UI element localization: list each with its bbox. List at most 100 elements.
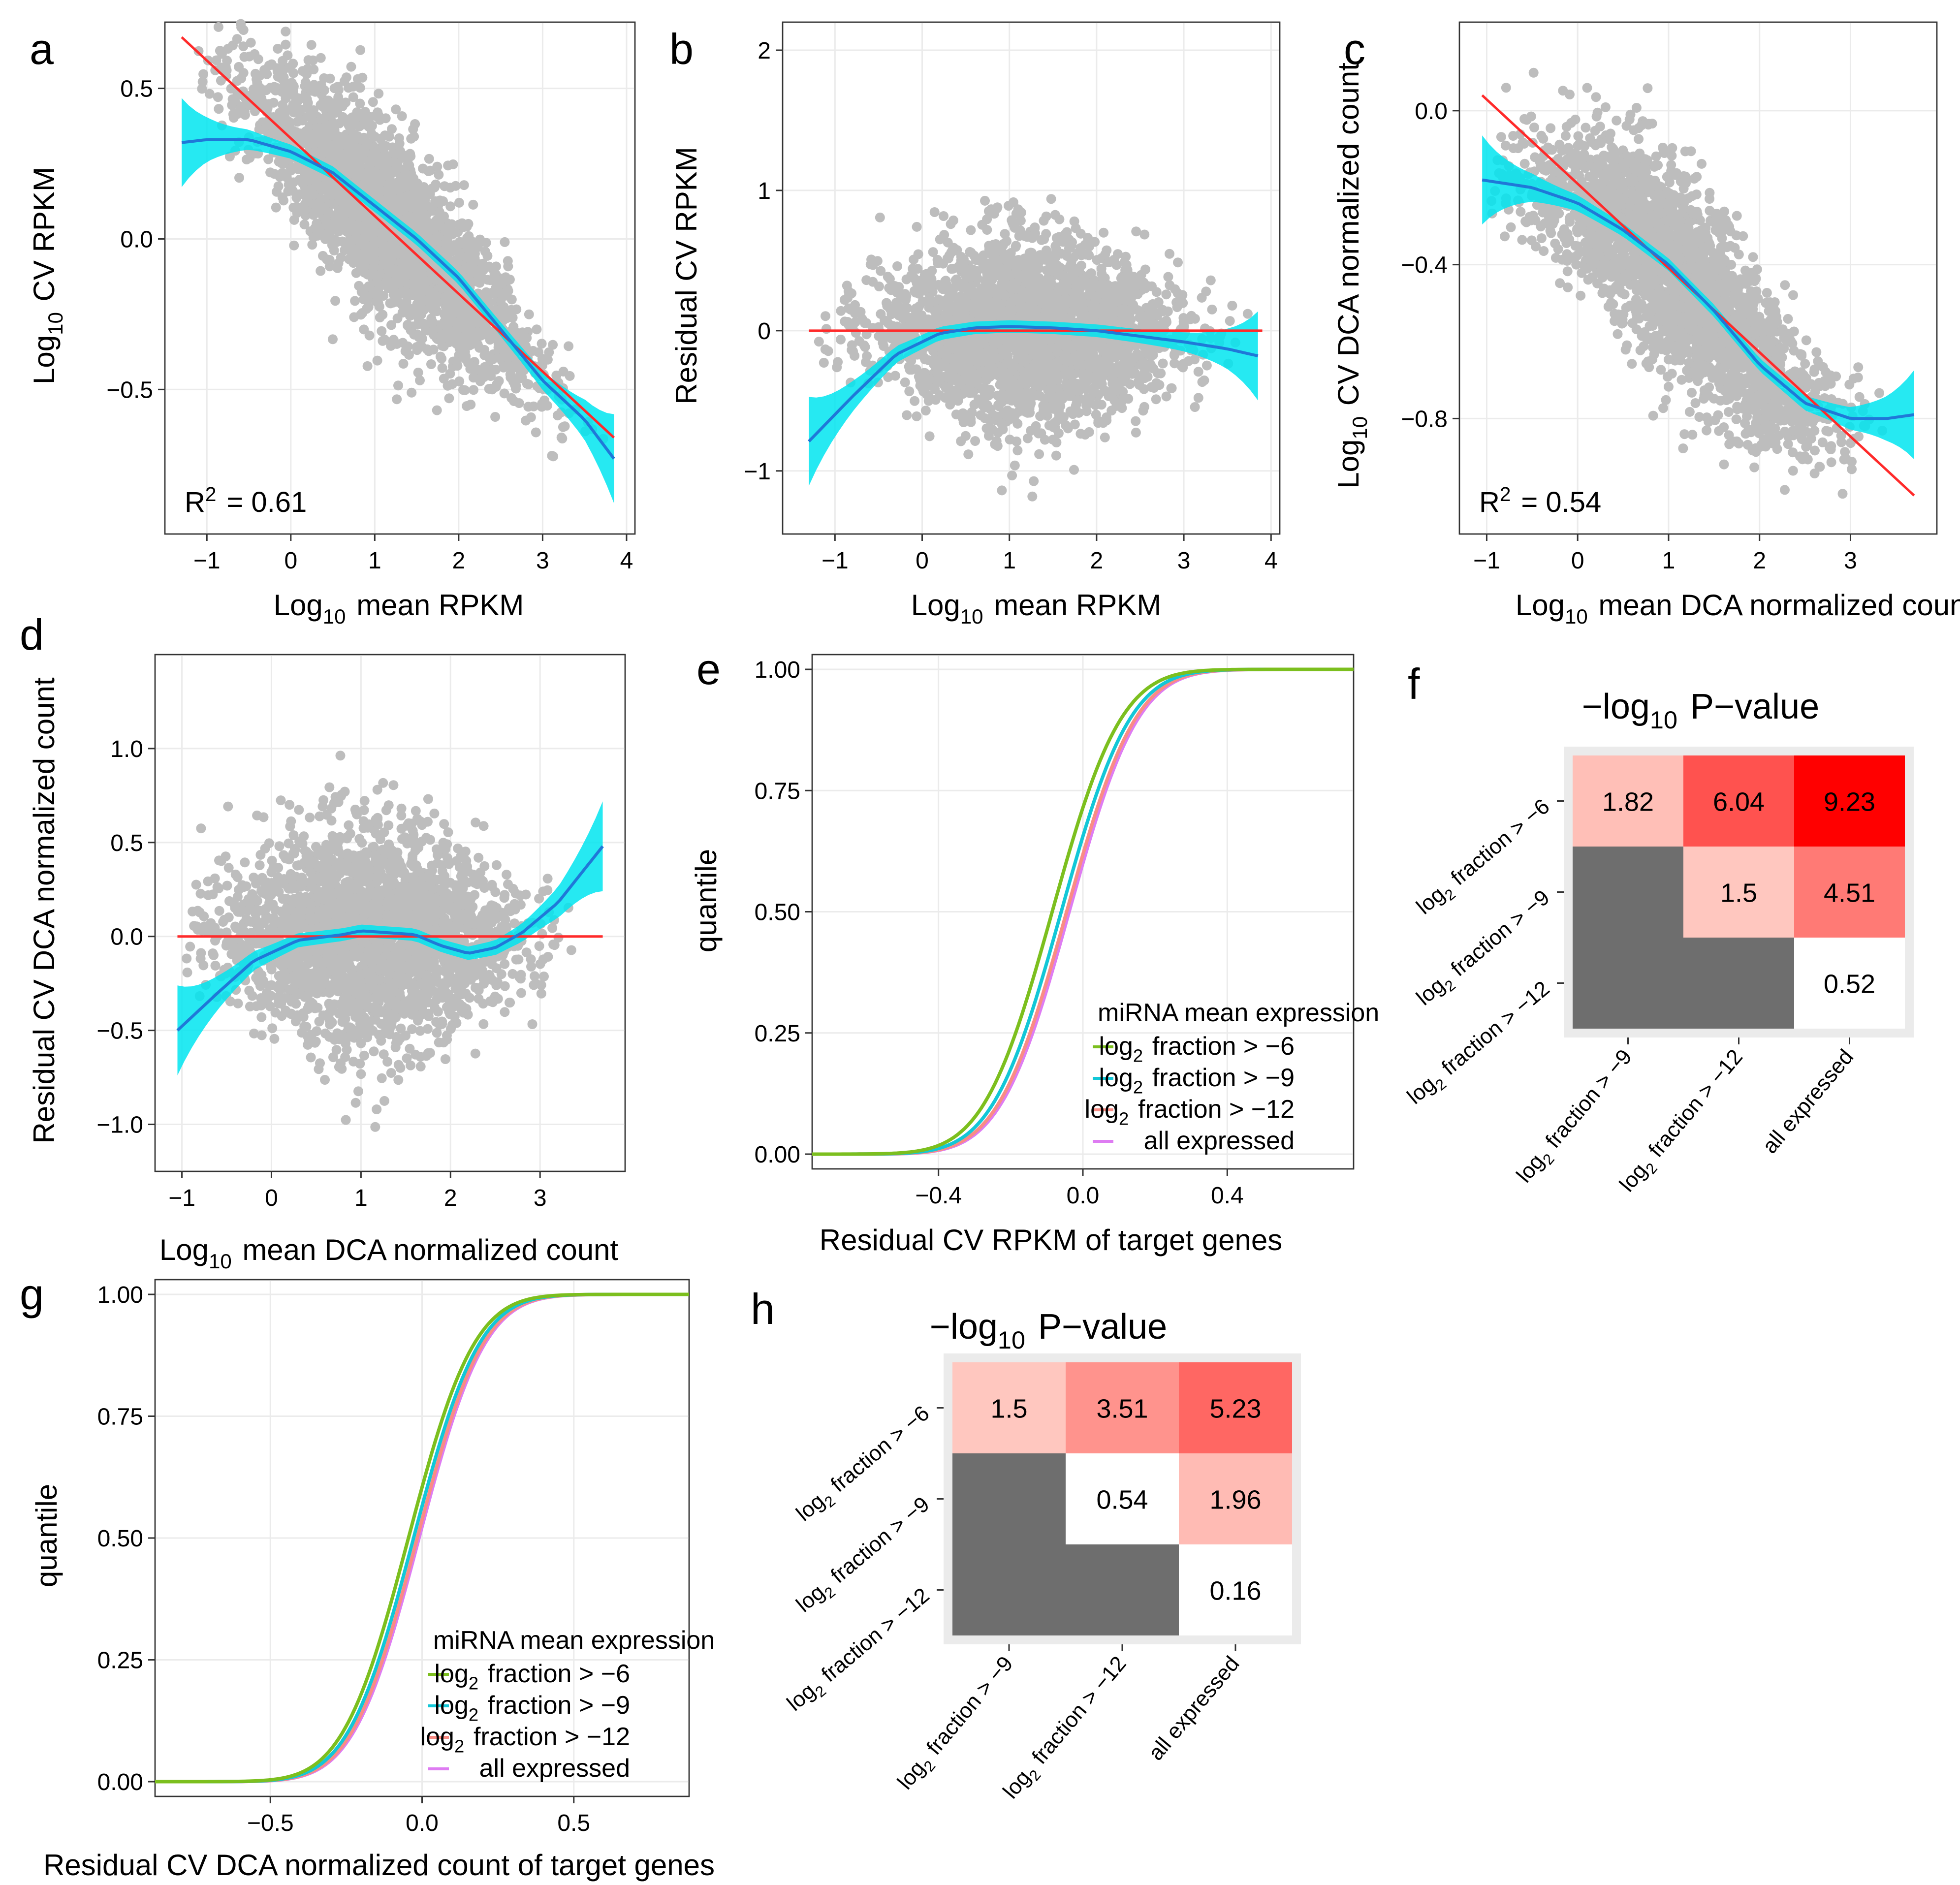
scatter-point	[475, 234, 485, 245]
scatter-point	[966, 340, 977, 350]
scatter-point	[216, 75, 226, 86]
y-tick-label-b: 1	[758, 178, 771, 204]
scatter-point	[213, 92, 223, 102]
scatter-point	[417, 285, 427, 295]
scatter-point	[387, 124, 397, 134]
scatter-point	[1148, 307, 1159, 317]
scatter-point	[359, 144, 369, 154]
scatter-point	[404, 304, 414, 314]
scatter-point	[909, 254, 919, 265]
scatter-point	[1161, 391, 1171, 402]
scatter-point	[352, 220, 362, 230]
scatter-point	[1092, 255, 1102, 265]
scatter-point	[362, 361, 373, 371]
scatter-point	[381, 165, 391, 175]
scatter-point	[271, 202, 281, 213]
scatter-point	[850, 350, 860, 361]
scatter-point	[892, 261, 902, 271]
scatter-point	[956, 251, 966, 262]
scatter-point	[1062, 251, 1072, 261]
scatter-point	[1027, 491, 1038, 502]
scatter-point	[537, 339, 547, 349]
scatter-point	[506, 393, 517, 403]
scatter-point	[339, 131, 349, 142]
x-tick-label-b: 4	[1265, 548, 1278, 574]
scatter-point	[359, 285, 369, 295]
scatter-point	[409, 131, 419, 142]
scatter-point	[942, 253, 952, 264]
scatter-point	[310, 146, 320, 157]
scatter-point	[346, 116, 356, 126]
scatter-point	[413, 368, 423, 377]
y-tick-label-b: 2	[758, 38, 771, 64]
scatter-point	[372, 355, 382, 366]
scatter-point	[339, 238, 349, 248]
scatter-point	[537, 354, 547, 364]
scatter-point	[501, 272, 511, 283]
scatter-point	[370, 227, 380, 237]
scatter-point	[820, 344, 830, 354]
scatter-point	[363, 302, 374, 312]
x-tick-label-a: −1	[193, 548, 221, 574]
scatter-point	[263, 154, 274, 164]
scatter-point	[1098, 418, 1108, 428]
scatter-point	[1207, 304, 1217, 314]
scatter-point	[1075, 246, 1085, 256]
scatter-point	[1029, 278, 1040, 288]
scatter-point	[376, 133, 386, 144]
scatter-point	[1041, 307, 1051, 317]
scatter-point	[426, 359, 436, 369]
y-tick-label-b: −1	[744, 459, 771, 485]
scatter-point	[464, 231, 474, 241]
x-tick-label-a: 0	[284, 548, 297, 574]
scatter-point	[511, 304, 522, 314]
scatter-point	[565, 371, 575, 381]
scatter-point	[364, 214, 374, 224]
scatter-point	[315, 200, 325, 210]
scatter-point	[524, 309, 534, 319]
scatter-point	[342, 166, 352, 176]
scatter-point	[1201, 286, 1211, 297]
scatter-point	[531, 427, 541, 438]
scatter-point	[404, 349, 414, 360]
scatter-point	[1158, 358, 1168, 369]
scatter-point	[321, 120, 332, 130]
scatter-point	[980, 195, 990, 206]
scatter-point	[1142, 372, 1153, 382]
scatter-point	[969, 400, 980, 410]
scatter-point	[843, 293, 853, 303]
scatter-point	[302, 94, 312, 104]
scatter-point	[929, 207, 940, 217]
scatter-point	[467, 267, 477, 277]
scatter-point	[1012, 436, 1022, 446]
scatter-point	[861, 275, 872, 285]
x-tick-label-b: 2	[1090, 548, 1104, 574]
scatter-point	[941, 382, 951, 393]
scatter-point	[959, 375, 969, 385]
scatter-point	[397, 111, 407, 121]
scatter-point	[491, 261, 501, 272]
scatter-point	[429, 182, 440, 192]
scatter-point	[392, 163, 403, 173]
scatter-point	[221, 65, 232, 75]
scatter-point	[537, 399, 547, 409]
x-tick-label-a: 2	[452, 548, 466, 574]
scatter-point	[900, 377, 910, 387]
scatter-point	[417, 334, 427, 344]
scatter-point	[1225, 316, 1235, 326]
scatter-point	[324, 255, 335, 265]
scatter-point	[374, 89, 384, 99]
scatter-point	[462, 401, 472, 411]
scatter-point	[482, 251, 493, 261]
scatter-point	[966, 225, 976, 235]
scatter-point	[438, 196, 448, 206]
scatter-point	[875, 212, 885, 222]
scatter-point	[300, 188, 310, 198]
scatter-point	[522, 378, 532, 389]
scatter-point	[240, 110, 250, 120]
scatter-point	[217, 49, 227, 59]
scatter-point	[344, 83, 353, 93]
scatter-point	[360, 243, 371, 253]
scatter-point	[1163, 272, 1173, 282]
scatter-point	[214, 104, 224, 114]
